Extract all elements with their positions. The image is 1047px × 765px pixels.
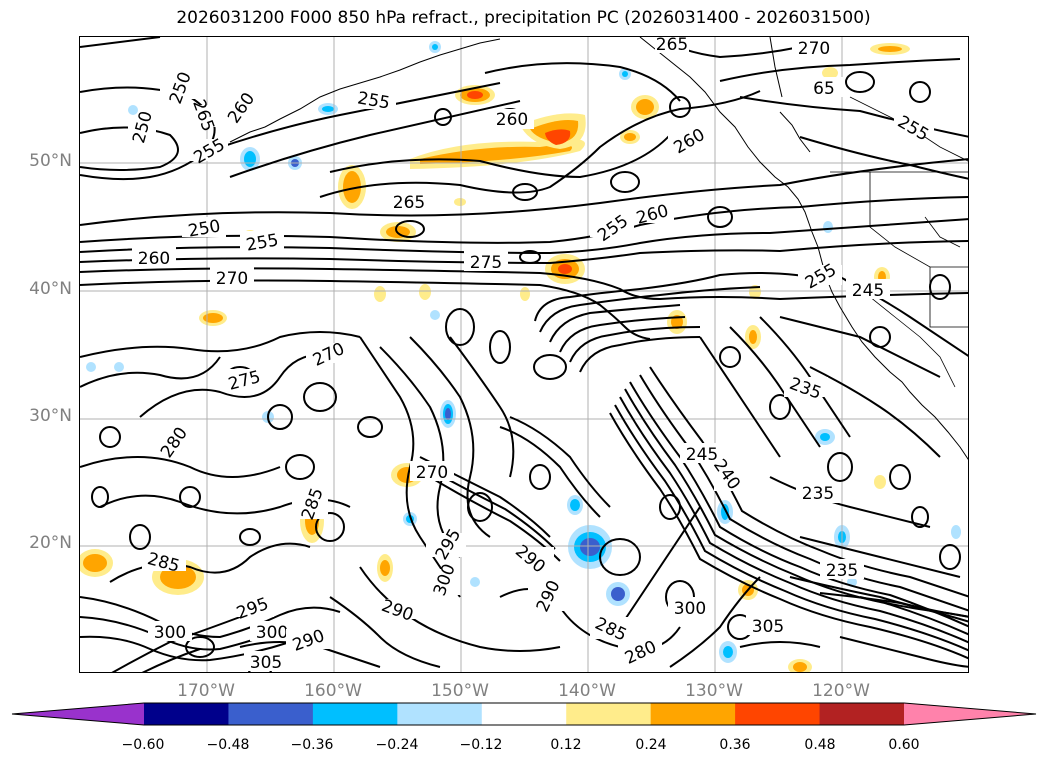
contour-label: 265 [393, 193, 425, 213]
colorbar-segment [481, 703, 567, 725]
contour-labels: 270 265 65 255 250 265 260 250 255 260 2… [128, 37, 934, 673]
colorbar-tick: 0.36 [719, 737, 751, 753]
contour-label: 255 [245, 230, 280, 255]
contour-label: 250 [187, 216, 222, 241]
colorbar-extend-high [904, 703, 1036, 725]
colorbar-tick: −0.48 [206, 737, 250, 753]
contour-label: 250 [166, 69, 196, 106]
lat-label-40n: 40°N [29, 279, 72, 299]
contour-label: 255 [802, 260, 840, 294]
lon-label-150w: 150°W [431, 681, 489, 701]
colorbar [11, 702, 1037, 726]
lon-label-120w: 120°W [812, 681, 870, 701]
colorbar-tick: −0.12 [459, 737, 503, 753]
contour-label: 305 [752, 617, 784, 637]
lat-label-20n: 20°N [29, 533, 72, 553]
contour-label: 65 [813, 79, 835, 99]
colorbar-tick: 0.12 [550, 737, 582, 753]
colorbar-segment [566, 703, 652, 725]
contour-label: 245 [686, 445, 718, 465]
contour-label: 245 [852, 281, 884, 301]
contour-label: 235 [826, 561, 858, 581]
colorbar-segment [735, 703, 821, 725]
contour-label: 255 [594, 211, 632, 246]
colorbar-tick: 0.60 [888, 737, 920, 753]
colorbar-segments [12, 703, 1036, 725]
map-panel: 270 265 65 255 250 265 260 250 255 260 2… [79, 36, 969, 673]
colorbar-tick: −0.36 [290, 737, 334, 753]
colorbar-segment [819, 703, 905, 725]
contour-label: 260 [138, 249, 170, 269]
map-canvas: 270 265 65 255 250 265 260 250 255 260 2… [80, 37, 968, 673]
colorbar-segment [650, 703, 736, 725]
contour-label: 270 [416, 463, 448, 483]
contour-label: 255 [894, 112, 932, 146]
contour-label: 270 [216, 269, 248, 289]
contour-label: 260 [496, 110, 528, 130]
contour-label: 270 [798, 39, 830, 59]
contour-label: 235 [802, 484, 834, 504]
contour-label: 265 [656, 37, 688, 55]
lat-label-50n: 50°N [29, 151, 72, 171]
lat-label-30n: 30°N [29, 406, 72, 426]
colorbar-tick: 0.24 [635, 737, 667, 753]
colorbar-tick: −0.24 [375, 737, 419, 753]
lon-label-130w: 130°W [685, 681, 743, 701]
contour-blobs [91, 71, 961, 672]
colorbar-segment [312, 703, 398, 725]
chart-title: 2026031200 F000 850 hPa refract., precip… [176, 8, 871, 28]
colorbar-segment [397, 703, 483, 725]
contour-label: 300 [674, 599, 706, 619]
contour-label: 275 [470, 253, 502, 273]
colorbar-tick: 0.48 [804, 737, 836, 753]
contour-label: 300 [154, 623, 186, 643]
colorbar-extend-low [12, 703, 144, 725]
colorbar-segment [228, 703, 314, 725]
contour-label: 305 [250, 653, 282, 673]
contour-label: 265 [188, 97, 218, 134]
contour-label: 300 [256, 623, 288, 643]
colorbar-tick: −0.60 [121, 737, 165, 753]
lon-label-160w: 160°W [304, 681, 362, 701]
lon-label-170w: 170°W [177, 681, 235, 701]
colorbar-segment [144, 703, 229, 725]
colorbar-outline [11, 702, 1037, 726]
lon-label-140w: 140°W [558, 681, 616, 701]
